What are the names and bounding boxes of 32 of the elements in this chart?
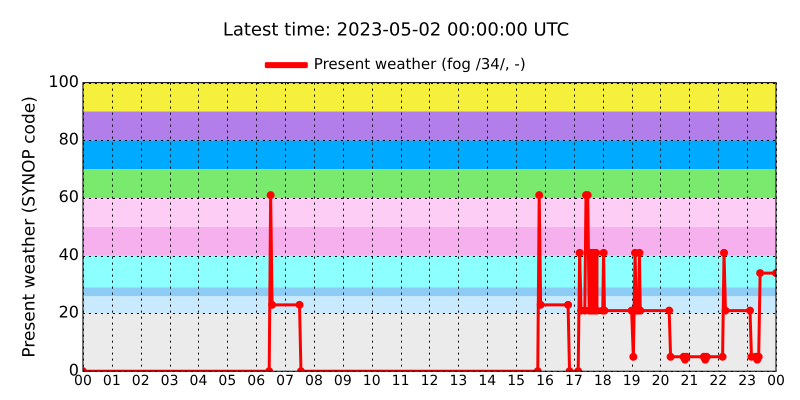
x-tick-label: 12 [420,373,438,390]
x-tick-label: 00 [767,373,785,390]
y-tick-label: 100 [48,72,79,91]
x-tick-label: 23 [738,373,756,390]
x-tick-label: 07 [276,373,294,390]
x-tick-label: 11 [392,373,410,390]
x-tick-label: 19 [622,373,641,390]
x-tick-label: 14 [478,373,496,390]
x-tick-label: 20 [652,373,670,390]
x-tick-label: 04 [190,373,208,390]
x-tick-label: 13 [449,373,468,390]
x-tick-label: 16 [536,373,554,390]
x-tick-label: 18 [594,373,612,390]
legend-label: Present weather (fog /34/, -) [314,54,526,73]
x-tick-label: 22 [709,373,728,390]
x-tick-label: 05 [218,373,236,390]
x-tick-label: 02 [132,373,150,390]
chart-title: Latest time: 2023-05-02 00:00:00 UTC [222,19,570,40]
y-tick-label: 20 [58,302,79,322]
y-tick-label: 80 [58,129,79,148]
y-tick-label: 40 [58,244,79,264]
y-axis-title: Present weather (SYNOP code) [20,96,40,358]
x-tick-label: 09 [334,373,352,390]
x-tick-label: 21 [680,373,698,390]
x-tick-label: 01 [102,373,121,390]
x-tick-label: 15 [507,373,526,390]
x-tick-label: 10 [362,373,381,390]
x-tick-label: 17 [564,373,583,390]
y-tick-label: 60 [58,187,79,206]
x-tick-label: 08 [305,373,323,390]
x-tick-label: 03 [160,373,178,390]
x-tick-label: 06 [247,373,266,390]
